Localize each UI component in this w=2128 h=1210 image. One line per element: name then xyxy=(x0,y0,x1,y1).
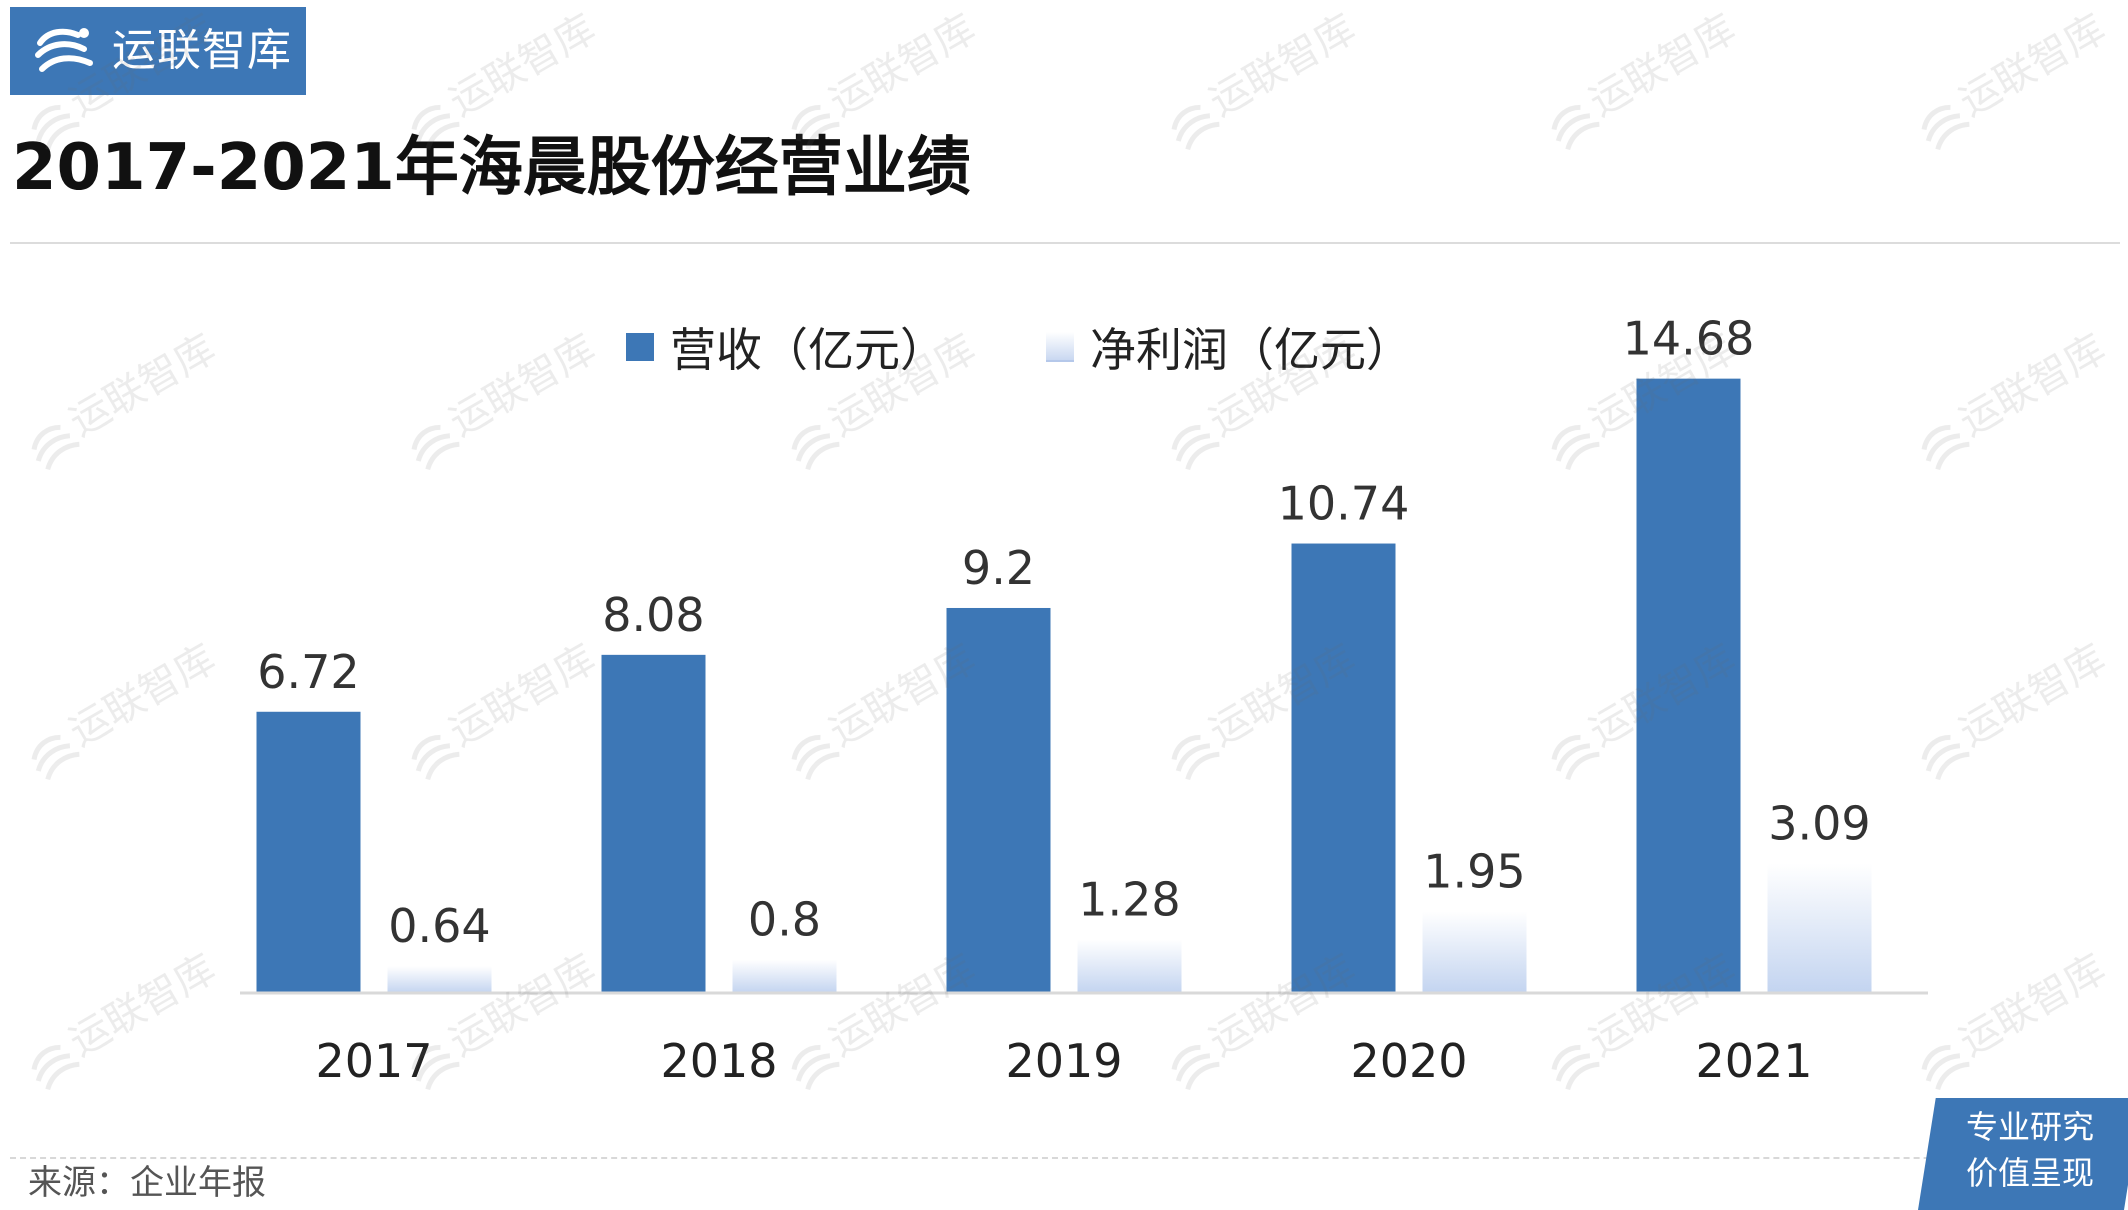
brand-logo: 运联智库 xyxy=(10,7,306,95)
brand-logo-icon xyxy=(35,28,93,72)
x-tick-label-2017: 2017 xyxy=(315,1034,432,1088)
legend-item-revenue: 营收（亿元） xyxy=(626,314,946,380)
bar-profit-2020 xyxy=(1422,911,1527,993)
x-tick-label-2020: 2020 xyxy=(1350,1034,1467,1088)
legend-label-revenue: 营收（亿元） xyxy=(670,323,946,377)
brand-name: 运联智库 xyxy=(112,25,292,76)
bar-profit-2019 xyxy=(1077,939,1182,993)
chart-legend: 营收（亿元） 净利润（亿元） xyxy=(626,312,1512,382)
bar-profit-2017 xyxy=(387,966,492,993)
legend-label-profit: 净利润（亿元） xyxy=(1090,323,1412,377)
legend-swatch-profit xyxy=(1046,332,1074,362)
data-label-profit-2020: 1.95 xyxy=(1423,844,1525,898)
bar-profit-2018 xyxy=(732,959,837,993)
data-label-profit-2018: 0.8 xyxy=(748,893,821,947)
badge-text: 专业研究 价值呈现 xyxy=(1950,1104,2110,1196)
x-tick-label-2019: 2019 xyxy=(1005,1034,1122,1088)
data-label-revenue-2020: 10.74 xyxy=(1278,477,1410,531)
labels-group: 6.72 0.64 2017 8.08 0.8 2018 9.2 1.28 2019 10.74 1… xyxy=(257,312,1870,1088)
footer-divider xyxy=(10,1157,2120,1159)
data-label-profit-2019: 1.28 xyxy=(1078,872,1180,926)
data-label-profit-2017: 0.64 xyxy=(388,899,490,953)
data-label-revenue-2019: 9.2 xyxy=(962,541,1035,595)
page-title: 2017-2021年海晨股份经营业绩 xyxy=(12,131,971,205)
source-note: 来源：企业年报 xyxy=(28,1163,266,1203)
bar-revenue-2017 xyxy=(256,711,361,993)
bar-revenue-2019 xyxy=(946,607,1051,993)
bars-group xyxy=(256,378,1872,994)
legend-swatch-revenue xyxy=(626,333,654,361)
x-tick-label-2021: 2021 xyxy=(1695,1034,1812,1088)
data-label-revenue-2018: 8.08 xyxy=(602,588,704,642)
data-label-profit-2021: 3.09 xyxy=(1768,797,1870,851)
bar-revenue-2018 xyxy=(601,654,706,993)
legend-item-profit: 净利润（亿元） xyxy=(1046,314,1412,380)
title-divider xyxy=(10,242,2120,244)
badge-line-1: 专业研究 xyxy=(1965,1108,2094,1146)
badge-line-2: 价值呈现 xyxy=(1965,1154,2094,1192)
bar-revenue-2021 xyxy=(1636,378,1741,994)
bar-profit-2021 xyxy=(1767,863,1872,993)
bar-revenue-2020 xyxy=(1291,543,1396,993)
x-tick-label-2018: 2018 xyxy=(660,1034,777,1088)
data-label-revenue-2021: 14.68 xyxy=(1623,312,1755,366)
data-label-revenue-2017: 6.72 xyxy=(257,645,359,699)
